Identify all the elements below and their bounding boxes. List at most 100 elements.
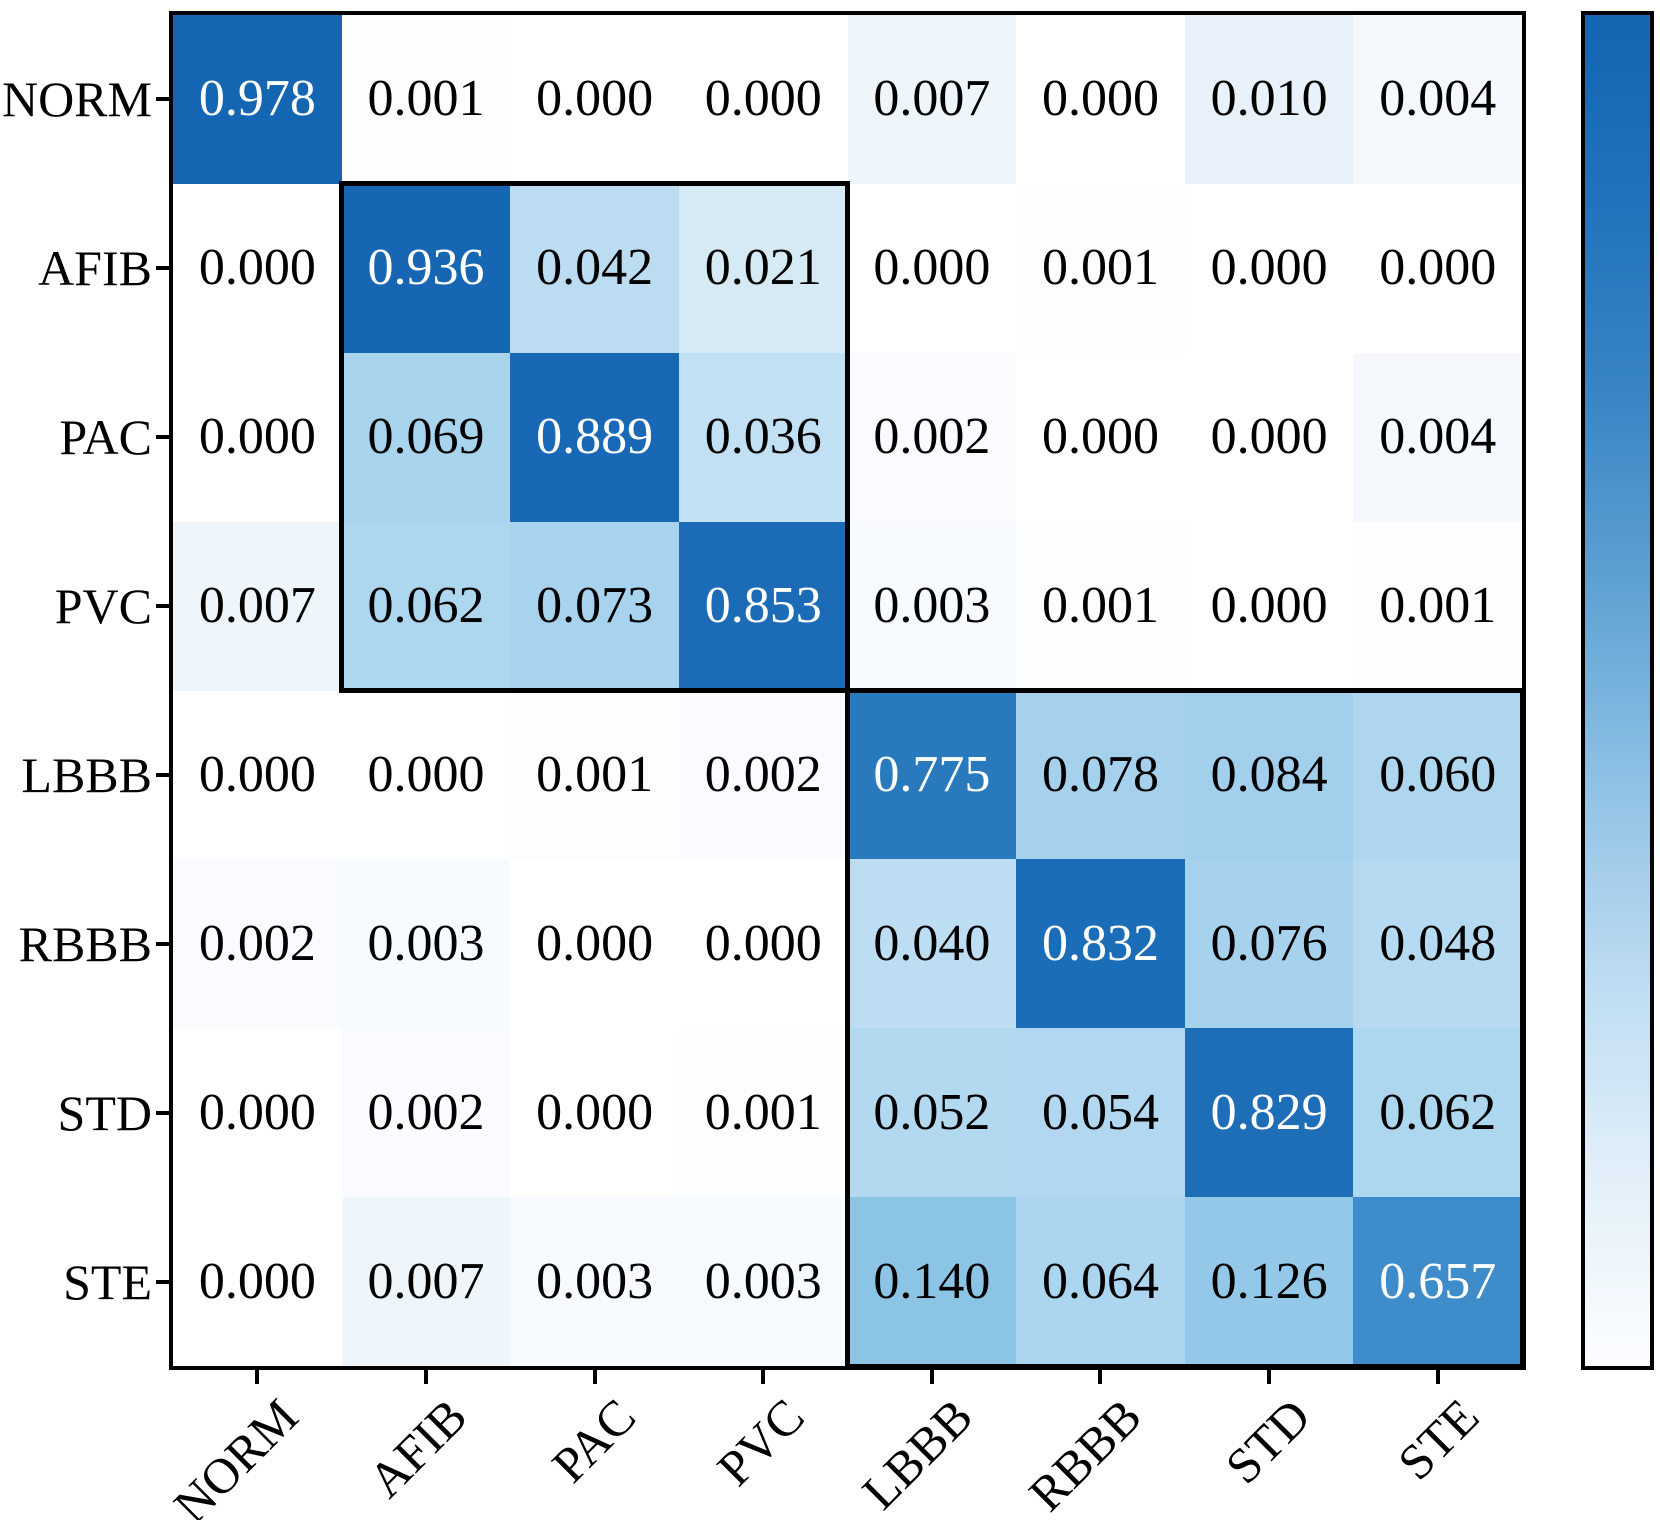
matrix-cell: 0.829: [1184, 1028, 1354, 1198]
matrix-cell: 0.064: [1016, 1197, 1185, 1366]
matrix-cell: 0.073: [510, 521, 679, 691]
y-axis-label-rbbb: RBBB: [18, 915, 152, 972]
matrix-cell: 0.001: [1353, 521, 1522, 691]
matrix-cell: 0.048: [1353, 859, 1522, 1029]
x-axis-tick: [1098, 1367, 1103, 1384]
matrix-cell: 0.140: [847, 1197, 1017, 1366]
matrix-cell: 0.000: [173, 1028, 342, 1198]
x-axis-label-pac: PAC: [540, 1387, 647, 1494]
matrix-cell: 0.000: [1184, 521, 1354, 691]
y-axis-label-norm: NORM: [1, 71, 152, 128]
matrix-cell: 0.036: [678, 352, 848, 522]
matrix-cell: 0.853: [678, 521, 848, 691]
matrix-cell: 0.003: [510, 1197, 679, 1366]
x-axis-tick: [423, 1367, 428, 1384]
matrix-cell: 0.003: [341, 859, 511, 1029]
y-axis-tick: [156, 604, 172, 609]
y-axis-label-pvc: PVC: [54, 578, 152, 635]
y-axis-tick: [156, 266, 172, 271]
matrix-cell: 0.832: [1016, 859, 1185, 1029]
y-axis-label-afib: AFIB: [38, 240, 152, 297]
matrix-cell: 0.004: [1353, 352, 1522, 522]
matrix-cell: 0.000: [847, 183, 1017, 353]
matrix-cell: 0.084: [1184, 690, 1354, 860]
matrix-cell: 0.936: [341, 183, 511, 353]
matrix-cell: 0.126: [1184, 1197, 1354, 1366]
heatmap-grid: 0.978 0.001 0.000 0.000 0.007 0.000 0.010 0.004…: [173, 15, 1522, 1366]
matrix-cell: 0.001: [341, 15, 511, 184]
matrix-cell: 0.000: [173, 690, 342, 860]
x-axis-label-rbbb: RBBB: [1017, 1387, 1152, 1520]
y-axis-label-ste: STE: [63, 1253, 152, 1310]
matrix-cell: 0.002: [341, 1028, 511, 1198]
matrix-cell: 0.000: [341, 690, 511, 860]
matrix-cell: 0.062: [1353, 1028, 1522, 1198]
matrix-cell: 0.003: [847, 521, 1017, 691]
matrix-cell: 0.000: [173, 1197, 342, 1366]
matrix-cell: 0.054: [1016, 1028, 1185, 1198]
matrix-cell: 0.062: [341, 521, 511, 691]
x-axis-label-lbbb: LBBB: [851, 1387, 984, 1520]
y-axis-tick: [156, 1279, 172, 1284]
matrix-cell: 0.000: [678, 859, 848, 1029]
matrix-cell: 0.000: [1353, 183, 1522, 353]
matrix-cell: 0.052: [847, 1028, 1017, 1198]
y-axis-label-pac: PAC: [59, 409, 152, 466]
x-axis-label-norm: NORM: [163, 1387, 309, 1520]
matrix-cell: 0.000: [510, 15, 679, 184]
matrix-cell: 0.003: [678, 1197, 848, 1366]
matrix-cell: 0.042: [510, 183, 679, 353]
y-axis-label-lbbb: LBBB: [21, 746, 152, 803]
matrix-cell: 0.004: [1353, 15, 1522, 184]
matrix-cell: 0.000: [1184, 352, 1354, 522]
matrix-cell: 0.060: [1353, 690, 1522, 860]
y-axis-tick: [156, 1110, 172, 1115]
matrix-cell: 0.000: [173, 352, 342, 522]
x-axis-label-pvc: PVC: [706, 1387, 815, 1497]
matrix-cell: 0.000: [678, 15, 848, 184]
matrix-cell: 0.002: [847, 352, 1017, 522]
matrix-cell: 0.021: [678, 183, 848, 353]
matrix-cell: 0.001: [678, 1028, 848, 1198]
matrix-cell: 0.078: [1016, 690, 1185, 860]
matrix-cell: 0.000: [173, 183, 342, 353]
x-axis-tick: [1267, 1367, 1272, 1384]
x-axis-label-std: STD: [1214, 1387, 1321, 1495]
matrix-cell: 0.007: [173, 521, 342, 691]
y-axis-tick: [156, 435, 172, 440]
x-axis-label-ste: STE: [1386, 1387, 1490, 1491]
x-axis-tick: [761, 1367, 766, 1384]
matrix-cell: 0.002: [678, 690, 848, 860]
matrix-cell: 0.010: [1184, 15, 1354, 184]
matrix-cell: 0.002: [173, 859, 342, 1029]
matrix-cell: 0.040: [847, 859, 1017, 1029]
matrix-cell: 0.775: [847, 690, 1017, 860]
matrix-cell: 0.076: [1184, 859, 1354, 1029]
matrix-cell: 0.069: [341, 352, 511, 522]
plot-area-border: 0.978 0.001 0.000 0.000 0.007 0.000 0.010 0.004…: [169, 11, 1526, 1370]
y-axis-tick: [156, 941, 172, 946]
colorbar-gradient: [1585, 15, 1650, 1366]
matrix-cell: 0.889: [510, 352, 679, 522]
matrix-cell: 0.000: [1016, 15, 1185, 184]
matrix-cell: 0.000: [510, 859, 679, 1029]
matrix-cell: 0.001: [1016, 183, 1185, 353]
matrix-cell: 0.657: [1353, 1197, 1522, 1366]
matrix-cell: 0.000: [1184, 183, 1354, 353]
y-axis-label-std: STD: [57, 1084, 152, 1141]
x-axis-tick: [929, 1367, 934, 1384]
matrix-cell: 0.000: [1016, 352, 1185, 522]
x-axis-tick: [1435, 1367, 1440, 1384]
colorbar: [1581, 11, 1654, 1370]
matrix-cell: 0.007: [341, 1197, 511, 1366]
matrix-cell: 0.001: [510, 690, 679, 860]
x-axis-tick: [592, 1367, 597, 1384]
matrix-cell: 0.007: [847, 15, 1017, 184]
x-axis-tick: [255, 1367, 260, 1384]
matrix-cell: 0.978: [173, 15, 342, 184]
y-axis-tick: [156, 97, 172, 102]
x-axis-label-afib: AFIB: [357, 1387, 478, 1509]
matrix-cell: 0.001: [1016, 521, 1185, 691]
matrix-cell: 0.000: [510, 1028, 679, 1198]
